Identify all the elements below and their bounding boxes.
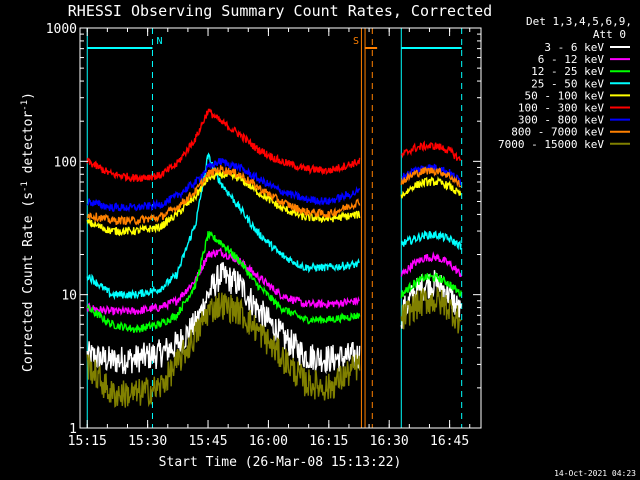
series-line-800-7000-kev-segment-2 — [400, 166, 462, 188]
plot-frame — [79, 27, 482, 429]
legend-label-100-300-kev: 100 - 300 keV — [518, 102, 604, 115]
x-tick-label: 15:30 — [128, 434, 167, 449]
flag-label-n: N — [156, 36, 162, 47]
series-line-100-300-kev-segment-2 — [400, 140, 462, 161]
y-axis-label-sup2: -1 — [20, 100, 30, 111]
series-300-800-kev — [86, 158, 462, 213]
y-axis-label-main: Corrected Count Rate (s — [21, 192, 36, 372]
y-axis-label-sup1: -1 — [20, 181, 30, 192]
series-line-300-800-kev-segment-1 — [86, 158, 361, 213]
x-tick-label: 16:45 — [430, 434, 469, 449]
legend-label-12-25-kev: 12 - 25 keV — [531, 65, 604, 78]
x-tick-label: 15:45 — [188, 434, 227, 449]
series-line-6-12-kev-segment-1 — [86, 247, 360, 316]
legend-label-3-6-kev: 3 - 6 keV — [544, 41, 604, 54]
legend-label-300-800-kev: 300 - 800 keV — [518, 114, 604, 127]
legend-label-6-12-kev: 6 - 12 keV — [538, 53, 605, 66]
x-tick-label: 16:30 — [370, 434, 409, 449]
series-25-50-kev — [86, 152, 462, 301]
series-50-100-kev — [86, 170, 462, 237]
legend-label-25-50-kev: 25 - 50 keV — [531, 77, 604, 90]
flag-label-s: S — [353, 36, 359, 47]
y-tick-label: 1000 — [46, 22, 77, 37]
legend-header-line-1: Det 1,3,4,5,6,9, — [526, 15, 632, 28]
series-line-7000-15000-kev-segment-1 — [86, 292, 361, 408]
footer-timestamp: 14-Oct-2021 04:23 — [554, 469, 636, 478]
legend-header-line-2: Att 0 — [593, 28, 626, 41]
series-line-12-25-kev-segment-1 — [86, 230, 361, 333]
y-axis-label-end: ) — [21, 92, 36, 100]
series-7000-15000-kev — [86, 287, 462, 408]
y-tick-label: 10 — [61, 289, 77, 304]
series-line-7000-15000-kev-segment-2 — [400, 287, 462, 334]
x-tick-label: 15:15 — [68, 434, 107, 449]
series-line-50-100-kev-segment-2 — [400, 175, 462, 199]
y-tick-label: 1 — [69, 422, 77, 437]
series-line-6-12-kev-segment-2 — [400, 251, 462, 278]
series-line-12-25-kev-segment-2 — [400, 271, 462, 299]
series-line-3-6-kev-segment-1 — [86, 262, 361, 375]
series-line-800-7000-kev-segment-1 — [86, 165, 361, 226]
legend-label-7000-15000-kev: 7000 - 15000 keV — [498, 138, 604, 151]
axes: 15:15 15:30 15:45 16:00 16:15 16:30 16:45 1 10 10… — [46, 22, 482, 449]
series-line-25-50-kev-segment-1 — [86, 152, 360, 301]
x-tick-label: 16:00 — [249, 434, 288, 449]
series-12-25-kev — [86, 230, 462, 333]
series-line-300-800-kev-segment-2 — [400, 163, 462, 186]
y-axis-label-mid: detector — [21, 111, 36, 182]
legend-label-50-100-kev: 50 - 100 keV — [525, 89, 605, 102]
series-line-50-100-kev-segment-1 — [86, 170, 361, 237]
x-axis-label: Start Time (26-Mar-08 15:13:22) — [159, 455, 402, 470]
series-100-300-kev — [86, 108, 462, 183]
y-axis-label: Corrected Count Rate (s-1 detector-1) — [20, 92, 36, 372]
chart-title: RHESSI Observing Summary Count Rates, Co… — [68, 2, 492, 20]
x-tick-label: 16:15 — [309, 434, 348, 449]
series-800-7000-kev — [86, 165, 462, 226]
series-6-12-kev — [86, 247, 462, 316]
y-tick-label: 100 — [54, 155, 77, 170]
series-line-100-300-kev-segment-1 — [86, 108, 361, 183]
legend-label-800-7000-kev: 800 - 7000 keV — [511, 126, 604, 139]
series-line-25-50-kev-segment-2 — [400, 230, 462, 251]
